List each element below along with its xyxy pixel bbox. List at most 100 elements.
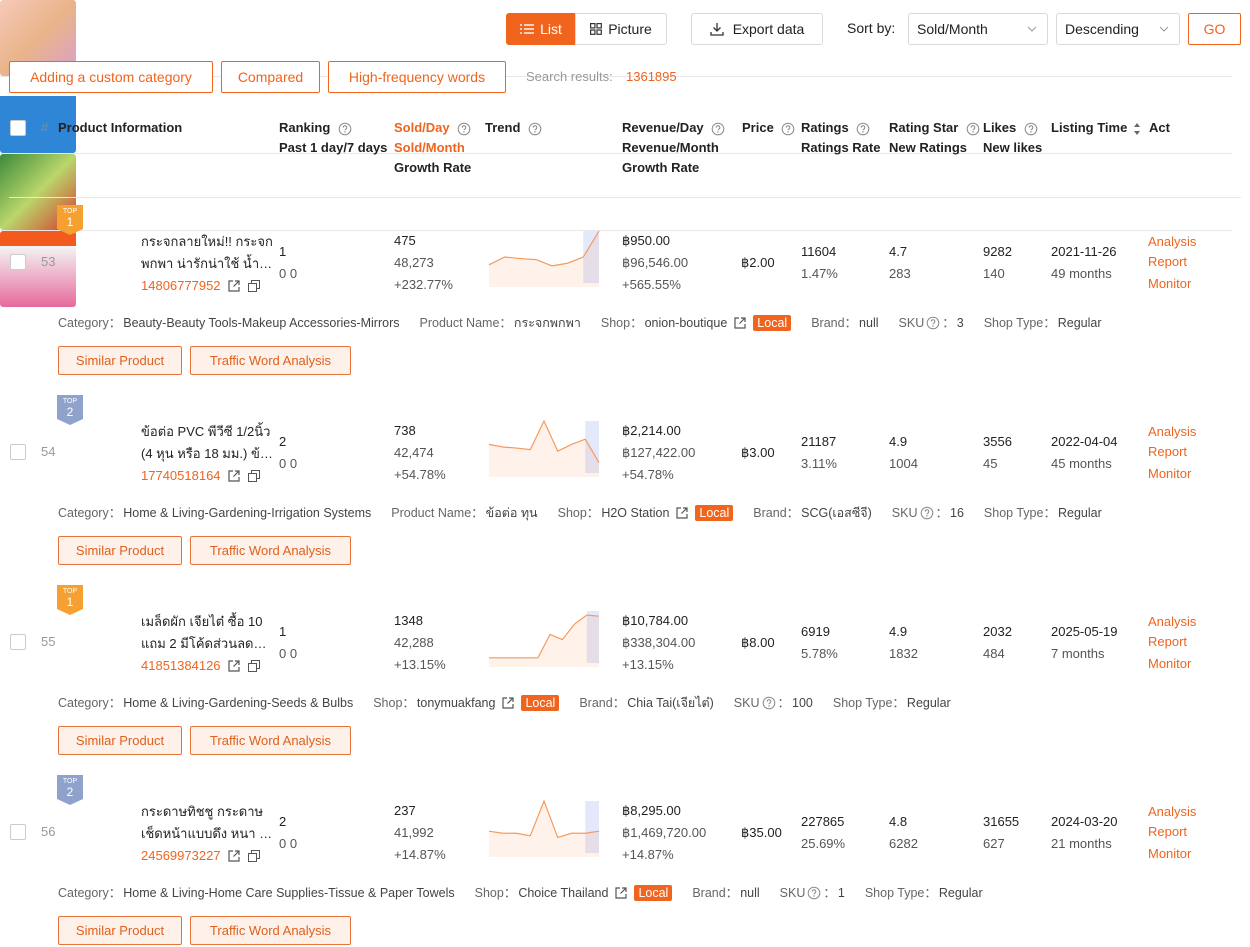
rank-badge-top: TOP	[62, 588, 78, 595]
sort-field-select[interactable]: Sold/Month	[908, 13, 1048, 45]
action-button[interactable]: Adding a custom category	[9, 61, 213, 93]
detail-value[interactable]: tonymuakfang	[416, 696, 496, 710]
column-header: Sold/Month	[394, 139, 465, 157]
row-action-link[interactable]: Report	[1148, 444, 1188, 459]
product-id[interactable]: 14806777952	[141, 278, 221, 293]
column-header-text: Growth Rate	[622, 160, 700, 175]
row-button[interactable]: Traffic Word Analysis	[190, 916, 351, 945]
picture-view-button[interactable]: Picture	[575, 13, 667, 45]
row-button[interactable]: Traffic Word Analysis	[190, 726, 351, 755]
row-checkbox[interactable]	[10, 824, 26, 840]
rating-star: 283	[889, 266, 911, 281]
detail-value: Regular	[1057, 316, 1102, 330]
column-header: Past 1 day/7 days	[279, 139, 387, 157]
ratings: 1.47%	[801, 266, 838, 281]
column-header: Growth Rate	[394, 159, 471, 177]
likes: 31655	[983, 814, 1020, 829]
column-header: #	[41, 119, 48, 137]
row-button[interactable]: Similar Product	[58, 346, 182, 375]
action-label: High-frequency words	[348, 69, 486, 85]
trend-chart	[488, 419, 600, 477]
row-action-link[interactable]: Report	[1148, 824, 1188, 839]
list-icon	[520, 24, 535, 34]
detail-value: null	[740, 886, 760, 900]
detail-shop-type: Shop Type： Regular	[984, 314, 1102, 332]
external-link-icon-part	[227, 850, 240, 862]
row-button[interactable]: Similar Product	[58, 536, 182, 565]
column-header-text: Trend	[485, 120, 521, 135]
row-button[interactable]: Traffic Word Analysis	[190, 536, 351, 565]
row-action-link[interactable]: Report	[1148, 634, 1188, 649]
sold: +232.77%	[394, 277, 453, 292]
row-button-label: Traffic Word Analysis	[209, 733, 332, 748]
column-header: Product Information	[58, 119, 182, 137]
row-action-link[interactable]: Analysis	[1148, 804, 1197, 819]
row-button[interactable]: Similar Product	[58, 726, 182, 755]
detail-product-name: Product Name： กระจกพกพา	[420, 314, 581, 332]
likes: 627	[983, 836, 1005, 851]
row-action-link[interactable]: Monitor	[1148, 276, 1192, 291]
product-id[interactable]: 17740518164	[141, 468, 221, 483]
column-header: Revenue/Day	[622, 119, 725, 137]
row-action-link[interactable]: Analysis	[1148, 424, 1197, 439]
detail-label: Brand：	[692, 886, 739, 900]
search-count: 1361895	[626, 69, 677, 84]
product-title[interactable]: เมล็ดผัก เจียไต๋ ซื้อ 10 แถม 2 มีโค้ดส่ว…	[141, 614, 263, 651]
chevron-icon	[1159, 26, 1169, 32]
detail-value[interactable]: Choice Thailand	[518, 886, 609, 900]
column-header: Growth Rate	[622, 159, 699, 177]
local-badge: Local	[634, 885, 673, 901]
row-checkbox[interactable]	[10, 254, 26, 270]
sort-order-select[interactable]: Descending	[1056, 13, 1180, 45]
copy-icon	[247, 850, 260, 862]
detail-shop-type: Shop Type： Regular	[865, 884, 983, 902]
revenue: ฿127,422.00	[622, 445, 696, 460]
detail-sku: SKU ： 16	[892, 504, 964, 522]
row-action-link[interactable]: Analysis	[1148, 234, 1197, 249]
detail-value: Regular	[906, 696, 951, 710]
detail-category: Category： Beauty-Beauty Tools-Makeup Acce…	[58, 314, 400, 332]
detail-label: Product Name：	[419, 316, 512, 330]
row-action-link[interactable]: Monitor	[1148, 466, 1192, 481]
product-id[interactable]: 24569973227	[141, 848, 221, 863]
rank-badge-top: TOP	[62, 778, 78, 785]
detail-value[interactable]: H2O Station	[601, 506, 670, 520]
column-header: Likes	[983, 119, 1038, 137]
row-action-link[interactable]: Report	[1148, 254, 1188, 269]
product-title[interactable]: ข้อต่อ PVC พีวีซี 1/2นิ้ว (4 หุน หรือ 18…	[141, 424, 273, 461]
row-checkbox[interactable]	[10, 444, 26, 460]
column-header-text: Rating Star	[889, 120, 959, 135]
ratings: 21187	[801, 434, 837, 449]
help-icon	[762, 696, 775, 710]
detail-label: Brand：	[753, 506, 800, 520]
detail-label: Category：	[58, 506, 122, 520]
sold: 475	[394, 233, 416, 248]
detail-shop: Shop： Choice Thailand Local	[475, 884, 673, 902]
listing-time: 2022-04-04	[1051, 434, 1118, 449]
action-button[interactable]: High-frequency words	[328, 61, 506, 93]
product-id[interactable]: 41851384126	[141, 658, 221, 673]
likes: 484	[983, 646, 1005, 661]
product-title[interactable]: กระดาษทิชชู กระดาษเช็ดหน้าแบบดึง หนา 3 …	[141, 804, 267, 841]
row-action-link[interactable]: Analysis	[1148, 614, 1197, 629]
action-button[interactable]: Compared	[221, 61, 320, 93]
row-action-link[interactable]: Monitor	[1148, 656, 1192, 671]
rank-badge-top: TOP	[62, 398, 78, 405]
row-button[interactable]: Similar Product	[58, 916, 182, 945]
help-icon-part	[786, 124, 791, 130]
row-checkbox[interactable]	[10, 634, 26, 650]
revenue: ฿96,546.00	[622, 255, 689, 270]
row-action-link[interactable]: Monitor	[1148, 846, 1192, 861]
picture-label: Picture	[608, 21, 652, 37]
row-button[interactable]: Traffic Word Analysis	[190, 346, 351, 375]
export-button[interactable]: Export data	[691, 13, 823, 45]
product-title[interactable]: กระจกลายใหม่!! กระจกพกพา น่ารักน่าใช้ น้…	[141, 234, 273, 271]
help-icon-part	[715, 124, 721, 130]
column-header-text: Listing Time	[1051, 120, 1128, 135]
detail-value[interactable]: onion-boutique	[644, 316, 728, 330]
detail-value: Regular	[938, 886, 983, 900]
sort-icon	[1134, 122, 1141, 135]
list-view-button[interactable]: List	[506, 13, 576, 45]
go-button[interactable]: GO	[1188, 13, 1241, 45]
select-all-checkbox[interactable]	[10, 120, 26, 136]
